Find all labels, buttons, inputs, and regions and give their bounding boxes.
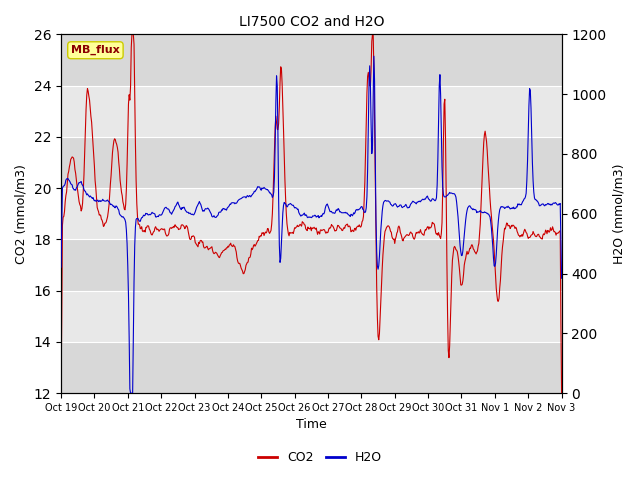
Bar — [61, 240, 561, 290]
Bar — [61, 137, 561, 188]
Text: MB_flux: MB_flux — [71, 45, 120, 55]
Bar — [61, 342, 561, 393]
Bar — [61, 290, 561, 342]
Bar — [61, 35, 561, 85]
Title: LI7500 CO2 and H2O: LI7500 CO2 and H2O — [239, 15, 384, 29]
Bar — [61, 188, 561, 240]
Y-axis label: H2O (mmol/m3): H2O (mmol/m3) — [612, 164, 625, 264]
Y-axis label: CO2 (mmol/m3): CO2 (mmol/m3) — [15, 164, 28, 264]
Legend: CO2, H2O: CO2, H2O — [253, 446, 387, 469]
Bar — [61, 85, 561, 137]
X-axis label: Time: Time — [296, 419, 326, 432]
